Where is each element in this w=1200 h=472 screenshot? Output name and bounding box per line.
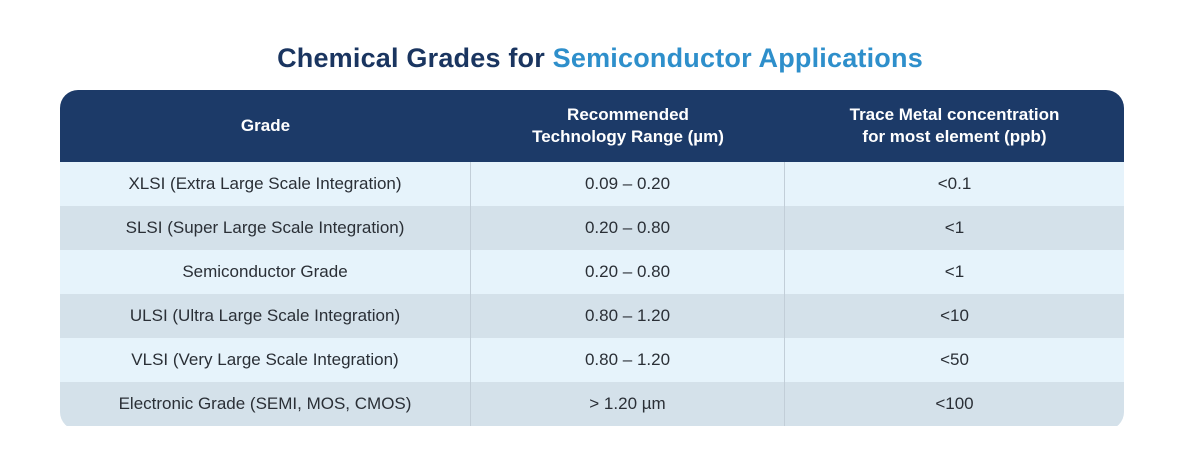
header-trace-metal: Trace Metal concentration for most eleme… <box>849 105 1060 146</box>
cell-grade: XLSI (Extra Large Scale Integration) <box>60 162 471 206</box>
header-technology-range: Recommended Technology Range (µm) <box>532 105 724 146</box>
title-part-accent: Semiconductor Applications <box>552 43 923 73</box>
table-body: XLSI (Extra Large Scale Integration) 0.0… <box>60 162 1124 426</box>
cell-trace-metal: <10 <box>940 306 969 325</box>
table-row: ULSI (Ultra Large Scale Integration) 0.8… <box>60 294 1124 338</box>
grades-table: Grade Recommended Technology Range (µm) … <box>60 90 1124 430</box>
cell-trace-metal: <0.1 <box>937 174 972 193</box>
cell-trace-metal: <50 <box>940 350 969 369</box>
cell-trace-metal: <1 <box>944 218 965 237</box>
cell-range: 0.20 – 0.80 <box>471 250 785 294</box>
cell-grade: ULSI (Ultra Large Scale Integration) <box>60 294 471 338</box>
cell-trace-metal: <1 <box>944 262 965 281</box>
table-row: XLSI (Extra Large Scale Integration) 0.0… <box>60 162 1124 206</box>
cell-range: 0.80 – 1.20 <box>471 294 785 338</box>
table-row: SLSI (Super Large Scale Integration) 0.2… <box>60 206 1124 250</box>
cell-grade: Semiconductor Grade <box>60 250 471 294</box>
header-grade: Grade <box>240 116 291 135</box>
cell-range: 0.20 – 0.80 <box>471 206 785 250</box>
cell-grade: Electronic Grade (SEMI, MOS, CMOS) <box>60 382 471 426</box>
cell-trace-metal: <100 <box>935 394 974 413</box>
title-part-main: Chemical Grades for <box>277 43 553 73</box>
table-row: Semiconductor Grade 0.20 – 0.80 <1 <box>60 250 1124 294</box>
table-header: Grade Recommended Technology Range (µm) … <box>60 90 1124 162</box>
cell-range: 0.09 – 0.20 <box>471 162 785 206</box>
cell-range: 0.80 – 1.20 <box>471 338 785 382</box>
cell-range: > 1.20 µm <box>471 382 785 426</box>
table-row: VLSI (Very Large Scale Integration) 0.80… <box>60 338 1124 382</box>
cell-grade: VLSI (Very Large Scale Integration) <box>60 338 471 382</box>
page-title: Chemical Grades for Semiconductor Applic… <box>0 40 1200 76</box>
table-row: Electronic Grade (SEMI, MOS, CMOS) > 1.2… <box>60 382 1124 426</box>
cell-grade: SLSI (Super Large Scale Integration) <box>60 206 471 250</box>
